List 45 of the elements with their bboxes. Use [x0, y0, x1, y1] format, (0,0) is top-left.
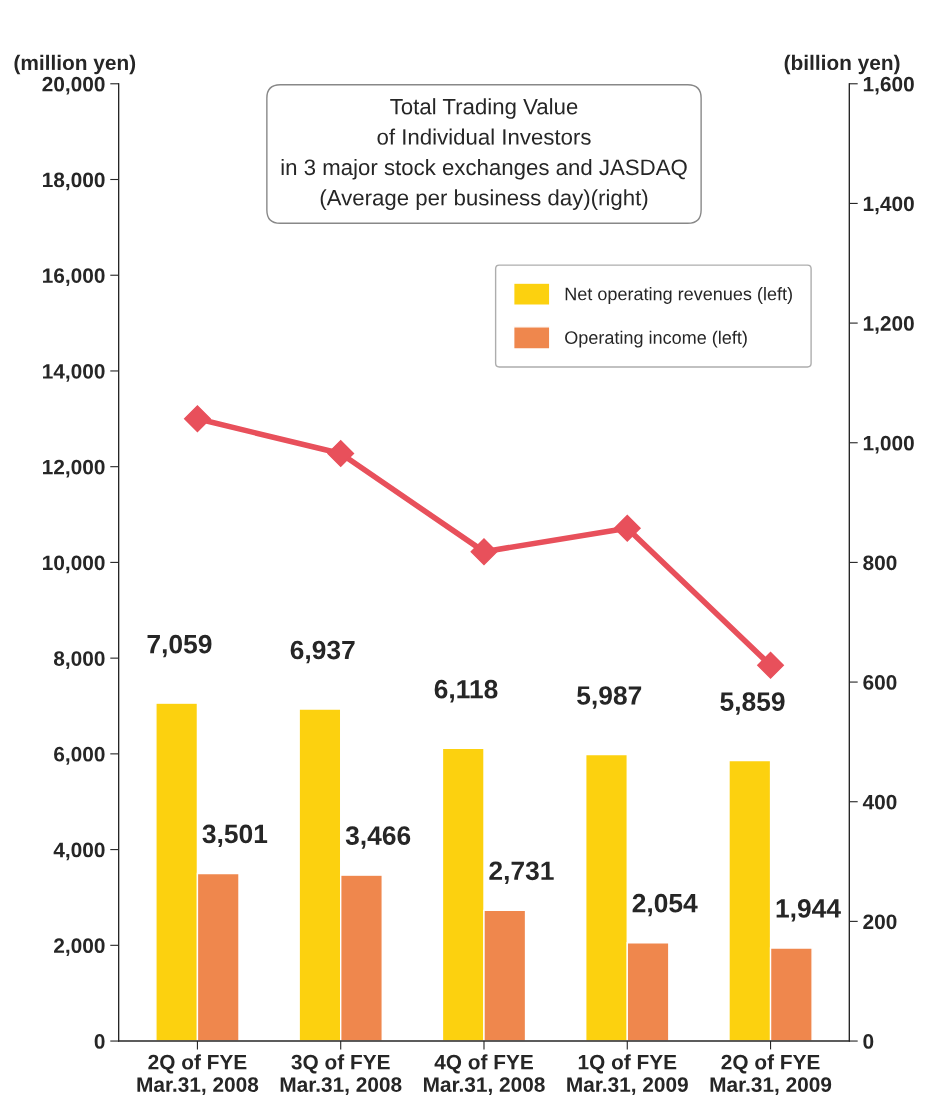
data-label: 5,859	[720, 692, 785, 715]
y-tick-label: 14,000	[43, 363, 105, 382]
point	[327, 440, 355, 467]
y-tick-label: 0	[94, 1034, 105, 1049]
data-label: 6,937	[290, 640, 355, 664]
y2-tick-label: 800	[863, 555, 897, 571]
point	[470, 538, 498, 566]
point	[183, 405, 211, 433]
y-tick-label: 20,000	[42, 76, 105, 95]
y2-tick-label: 200	[863, 914, 897, 930]
x-tick-label: 3Q of FYE Mar.31, 2008	[280, 1054, 402, 1095]
y-tick-label: 12,000	[43, 459, 105, 478]
y-tick-label: 2,000	[54, 938, 105, 957]
y2-tick-label: 0	[863, 1034, 874, 1049]
x-tick-label: 2Q of FYE Mar.31, 2008	[137, 1054, 259, 1095]
data-label: 3,501	[202, 824, 268, 848]
y2-tick-label: 1,600	[863, 76, 914, 95]
x-tick-label: 4Q of FYE Mar.31, 2008	[423, 1054, 545, 1095]
point	[613, 514, 641, 542]
legend-label: Net operating revenues (left)	[565, 287, 792, 304]
y-tick-label: 18,000	[43, 172, 105, 191]
data-label: 2,731	[489, 861, 554, 884]
annotation: Total Trading Value of Individual Investors in 3 major stock exchanges and JASDAQ (Average per business day)(right)	[281, 98, 687, 210]
data-label: 6,118	[434, 679, 498, 703]
data-label: 7,059	[147, 634, 212, 658]
x-tick-label: 1Q of FYE Mar.31, 2009	[567, 1054, 688, 1095]
y2-tick-label: 1,400	[863, 196, 914, 215]
y2-tick-label: 600	[863, 675, 897, 690]
data-label: 5,987	[577, 686, 642, 709]
x-tick-label: 2Q of FYE Mar.31, 2009	[710, 1054, 832, 1095]
y2-tick-label: 400	[862, 794, 897, 810]
y-axis-title: (million yen)	[14, 54, 136, 75]
data-label: 3,466	[345, 826, 411, 849]
y2-axis-title: (billion yen)	[784, 54, 900, 75]
legend-label: Operating income (left)	[565, 330, 747, 348]
y-tick-label: 16,000	[43, 268, 105, 286]
point	[757, 651, 785, 679]
y2-tick-label: 1,000	[863, 435, 914, 454]
y-tick-label: 8,000	[53, 651, 105, 669]
y2-tick-label: 1,200	[863, 316, 914, 334]
y-tick-label: 4,000	[53, 842, 105, 861]
data-label: 2,054	[632, 893, 698, 917]
y-tick-label: 6,000	[54, 746, 105, 765]
data-label: 1,944	[776, 899, 841, 922]
y-tick-label: 10,000	[43, 555, 105, 574]
